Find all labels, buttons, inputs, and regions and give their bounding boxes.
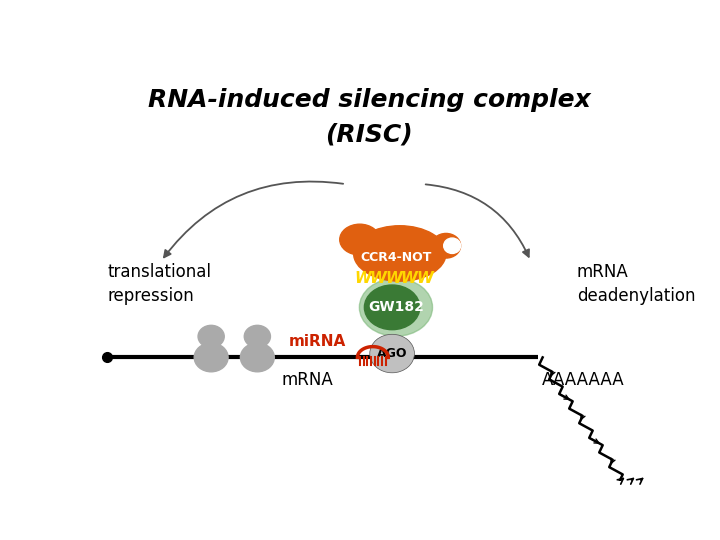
Text: W: W <box>354 272 372 286</box>
Ellipse shape <box>244 325 271 348</box>
Ellipse shape <box>364 285 420 330</box>
Text: miRNA: miRNA <box>289 334 346 349</box>
Ellipse shape <box>340 224 379 255</box>
Ellipse shape <box>240 343 274 372</box>
Ellipse shape <box>431 233 461 258</box>
Text: AGO: AGO <box>377 347 408 360</box>
Text: AAAAAAA: AAAAAAA <box>542 372 625 389</box>
Text: W: W <box>370 272 387 286</box>
Text: W: W <box>400 272 418 286</box>
Text: W: W <box>416 272 433 286</box>
Ellipse shape <box>194 343 228 372</box>
Ellipse shape <box>198 325 224 348</box>
Text: CCR4-NOT: CCR4-NOT <box>360 251 431 264</box>
Ellipse shape <box>359 279 433 336</box>
Text: mRNA: mRNA <box>282 372 333 389</box>
Text: GW182: GW182 <box>368 300 424 314</box>
Text: mRNA
deadenylation: mRNA deadenylation <box>577 264 696 305</box>
Ellipse shape <box>354 226 446 281</box>
Ellipse shape <box>444 238 461 253</box>
Ellipse shape <box>370 334 415 373</box>
Text: (RISC): (RISC) <box>325 123 413 146</box>
Text: RNA-induced silencing complex: RNA-induced silencing complex <box>148 88 590 112</box>
Text: W: W <box>385 272 402 286</box>
Text: translational
repression: translational repression <box>107 264 211 305</box>
